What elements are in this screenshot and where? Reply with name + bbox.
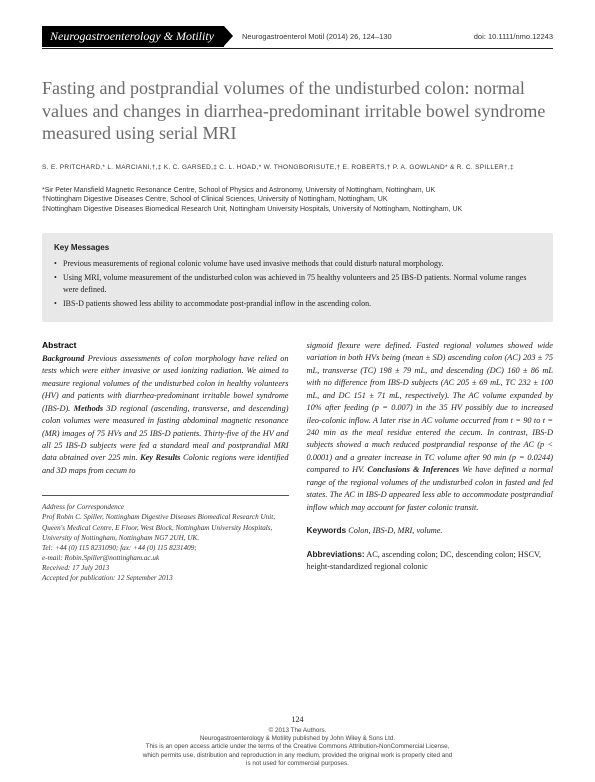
footer-license-3: is not used for commercial purposes. xyxy=(0,760,595,768)
affiliation-row: ‡Nottingham Digestive Diseases Biomedica… xyxy=(42,205,553,215)
doi: doi: 10.1111/nmo.12243 xyxy=(474,32,553,41)
footer-license-2: which permits use, distribution and repr… xyxy=(0,752,595,760)
correspondence-block: Address for Correspondence Prof Robin C.… xyxy=(42,495,289,583)
abstract-right: sigmoid flexure were defined. Fasted reg… xyxy=(307,340,554,514)
left-column: Abstract Background Previous assessments… xyxy=(42,340,289,583)
abstract-heading: Abstract xyxy=(42,340,289,350)
key-message-item: Using MRI, volume measurement of the und… xyxy=(54,272,541,296)
abbreviations-block: Abbreviations: AC, ascending colon; DC, … xyxy=(307,548,554,574)
footer-publisher: Neurogastroenterology & Motility publish… xyxy=(0,735,595,743)
page-number: 124 xyxy=(0,715,595,725)
correspondence-body: Prof Robin C. Spiller, Nottingham Digest… xyxy=(42,512,289,542)
right-column: sigmoid flexure were defined. Fasted reg… xyxy=(307,340,554,583)
keywords-text: Colon, IBS-D, MRI, volume. xyxy=(348,526,442,535)
journal-name: Neurogastroenterology & Motility xyxy=(50,29,214,43)
correspondence-accepted: Accepted for publication: 12 September 2… xyxy=(42,573,289,583)
key-message-item: Previous measurements of regional coloni… xyxy=(54,258,541,270)
footer-copyright: © 2013 The Authors. xyxy=(0,727,595,735)
key-messages-heading: Key Messages xyxy=(54,243,541,252)
footer-license-1: This is an open access article under the… xyxy=(0,743,595,751)
page-footer: 124 © 2013 The Authors. Neurogastroenter… xyxy=(0,715,595,768)
correspondence-tel: Tel: +44 (0) 115 8231090; fax: +44 (0) 1… xyxy=(42,543,289,553)
affiliations: *Sir Peter Mansfield Magnetic Resonance … xyxy=(42,186,553,215)
abbrev-heading: Abbreviations: xyxy=(307,549,365,559)
correspondence-email: e-mail: Robin.Spiller@nottingham.ac.uk xyxy=(42,553,289,563)
correspondence-received: Received: 17 July 2013 xyxy=(42,563,289,573)
keywords-heading: Keywords xyxy=(307,525,347,535)
citation: Neurogastroenterol Motil (2014) 26, 124–… xyxy=(242,32,474,41)
journal-badge: Neurogastroenterology & Motility xyxy=(42,26,224,47)
key-messages-list: Previous measurements of regional coloni… xyxy=(54,258,541,310)
abstract-columns: Abstract Background Previous assessments… xyxy=(42,340,553,583)
author-list: S. E. PRITCHARD,* L. MARCIANI,†,‡ K. C. … xyxy=(42,163,553,172)
affiliation-row: *Sir Peter Mansfield Magnetic Resonance … xyxy=(42,186,553,196)
keywords-block: Keywords Colon, IBS-D, MRI, volume. xyxy=(307,524,554,537)
key-message-item: IBS-D patients showed less ability to ac… xyxy=(54,298,541,310)
correspondence-heading: Address for Correspondence xyxy=(42,502,289,512)
abstract-left: Background Previous assessments of colon… xyxy=(42,353,289,477)
affiliation-row: †Nottingham Digestive Diseases Centre, S… xyxy=(42,195,553,205)
journal-header: Neurogastroenterology & Motility Neuroga… xyxy=(42,26,553,49)
article-title: Fasting and postprandial volumes of the … xyxy=(42,77,553,145)
key-messages-box: Key Messages Previous measurements of re… xyxy=(42,233,553,322)
